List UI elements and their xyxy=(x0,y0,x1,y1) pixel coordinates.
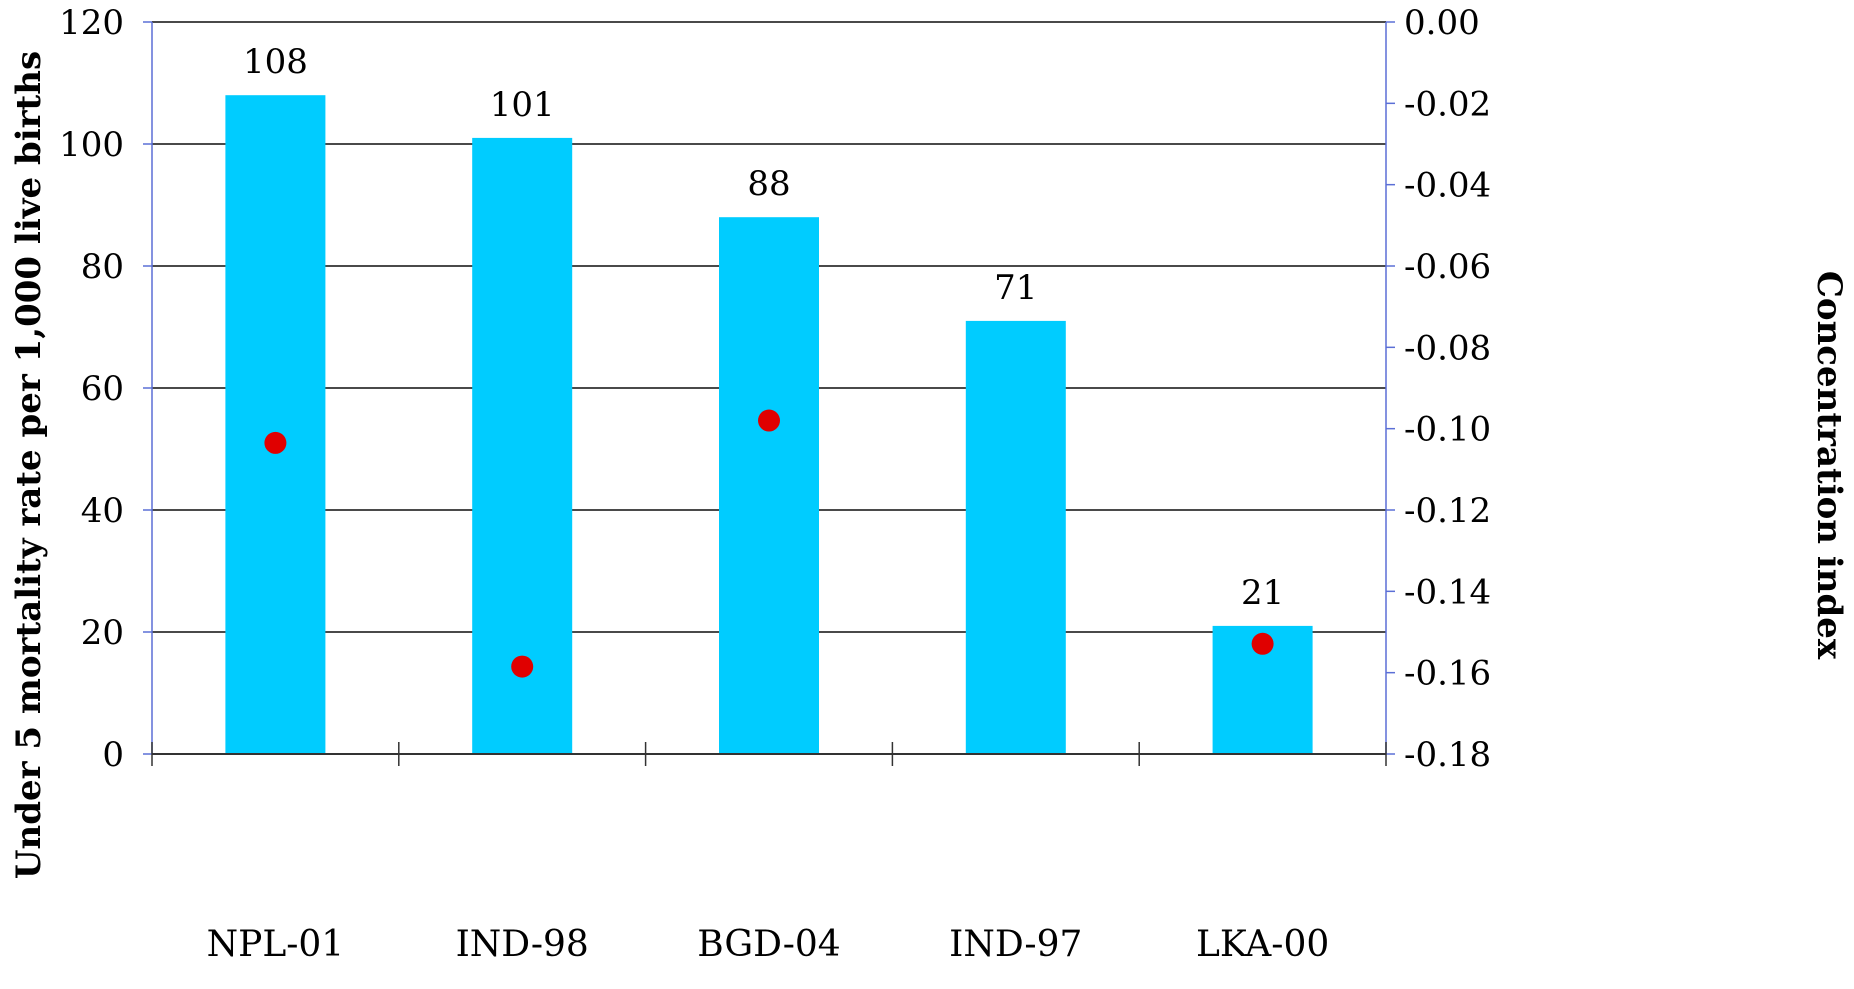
left-tick-label: 100 xyxy=(59,125,124,165)
left-tick-label: 80 xyxy=(81,247,124,287)
labels: 108 101 88 71 21 0 20 40 60 80 100 120 0.00 -0.02 -0.0… xyxy=(59,3,1491,965)
right-tick-label: -0.16 xyxy=(1404,654,1491,694)
bar-value-label: 101 xyxy=(490,85,555,125)
bar-value-label: 71 xyxy=(994,268,1037,308)
bar xyxy=(225,95,326,754)
right-tick-label: -0.06 xyxy=(1404,247,1491,287)
bar-value-label: 88 xyxy=(747,164,790,204)
category-label: LKA-00 xyxy=(1196,924,1329,965)
right-tick-label: -0.12 xyxy=(1404,491,1491,531)
right-tick-label: -0.18 xyxy=(1404,735,1491,775)
markers xyxy=(264,409,1274,678)
right-tick-label: -0.14 xyxy=(1404,572,1491,612)
left-tick-label: 0 xyxy=(102,735,124,775)
bar-value-label: 21 xyxy=(1241,573,1284,613)
right-tick-label: -0.10 xyxy=(1404,410,1491,450)
bar xyxy=(719,217,819,754)
y-axis-title: Under 5 mortality rate per 1,000 live bi… xyxy=(9,51,49,879)
axes xyxy=(143,21,1395,766)
right-tick-label: -0.04 xyxy=(1404,166,1491,206)
right-tick-label: 0.00 xyxy=(1404,3,1480,43)
left-tick-label: 120 xyxy=(59,3,124,43)
concentration-marker xyxy=(511,655,534,678)
category-label: IND-97 xyxy=(949,924,1082,965)
concentration-marker xyxy=(758,409,780,432)
y2-axis-title: Concentration index xyxy=(1809,271,1849,660)
category-label: NPL-01 xyxy=(207,924,345,965)
left-tick-label: 40 xyxy=(81,491,124,531)
category-label: BGD-04 xyxy=(697,924,840,965)
bar xyxy=(472,137,573,754)
right-tick-label: -0.08 xyxy=(1404,328,1491,368)
bar xyxy=(965,320,1066,754)
left-tick-label: 20 xyxy=(81,613,124,653)
concentration-marker xyxy=(1251,632,1274,655)
bars xyxy=(225,95,1313,754)
right-tick-label: -0.02 xyxy=(1404,84,1491,124)
bar-value-label: 108 xyxy=(243,42,308,82)
category-label: IND-98 xyxy=(456,924,589,965)
left-tick-label: 60 xyxy=(81,369,124,409)
concentration-marker xyxy=(264,431,287,454)
